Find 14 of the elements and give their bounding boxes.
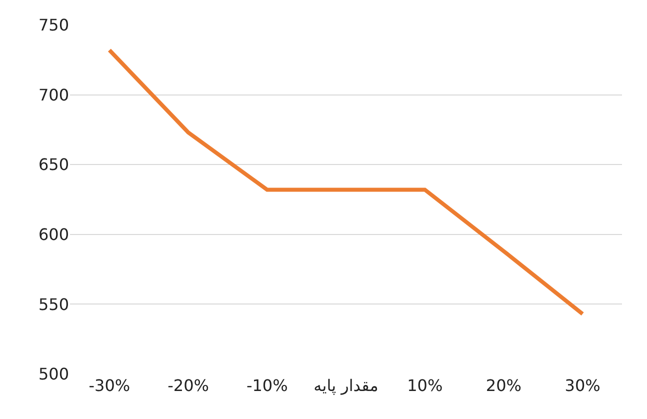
x-tick-label: 10% <box>407 376 443 395</box>
y-tick-label: 500 <box>38 364 69 384</box>
x-tick-label: مقدار پایه <box>314 376 378 395</box>
x-tick-label: -20% <box>168 376 209 395</box>
x-tick-label: -10% <box>246 376 288 395</box>
x-tick-label: -30% <box>88 376 130 395</box>
x-tick-label: 20% <box>486 376 522 395</box>
y-tick-label: 750 <box>38 16 69 35</box>
y-tick-label: 700 <box>38 85 69 104</box>
x-tick-label: 30% <box>564 376 600 395</box>
y-tick-label: 550 <box>38 294 69 314</box>
y-tick-label: 650 <box>38 155 69 174</box>
y-tick-label: 600 <box>38 225 69 244</box>
line-series <box>107 48 585 316</box>
